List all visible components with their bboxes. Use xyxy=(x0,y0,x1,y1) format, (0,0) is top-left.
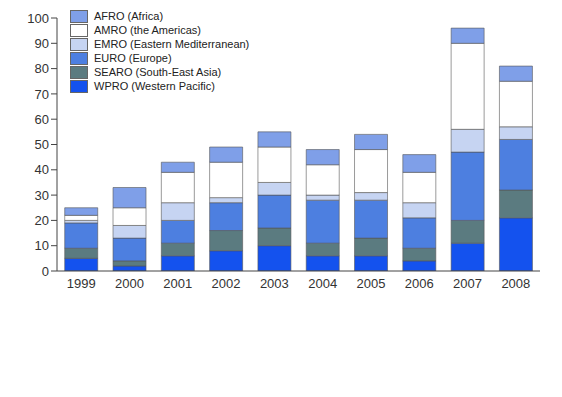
svg-text:0: 0 xyxy=(42,264,49,279)
svg-text:2007: 2007 xyxy=(453,276,482,291)
svg-text:2001: 2001 xyxy=(163,276,192,291)
svg-text:2000: 2000 xyxy=(115,276,144,291)
svg-text:2002: 2002 xyxy=(212,276,241,291)
html-text:AMRO (the Americas): AMRO (the Americas) xyxy=(94,24,201,36)
svg-text:60: 60 xyxy=(35,112,49,127)
svg-text:2006: 2006 xyxy=(405,276,434,291)
html-text:EMRO (Eastern Mediterranean): EMRO (Eastern Mediterranean) xyxy=(94,38,250,50)
svg-text:1999: 1999 xyxy=(67,276,96,291)
html-text:EURO (Europe): EURO (Europe) xyxy=(94,52,172,64)
svg-text:2004: 2004 xyxy=(308,276,337,291)
svg-text:2005: 2005 xyxy=(356,276,385,291)
svg-text:80: 80 xyxy=(35,61,49,76)
svg-text:20: 20 xyxy=(35,213,49,228)
svg-text:2008: 2008 xyxy=(501,276,530,291)
svg-text:90: 90 xyxy=(35,36,49,51)
svg-text:50: 50 xyxy=(35,137,49,152)
svg-text:30: 30 xyxy=(35,188,49,203)
svg-text:100: 100 xyxy=(27,11,49,26)
html-text:WPRO (Western Pacific): WPRO (Western Pacific) xyxy=(94,80,215,92)
svg-text:40: 40 xyxy=(35,162,49,177)
svg-text:10: 10 xyxy=(35,238,49,253)
html-text:SEARO (South-East Asia): SEARO (South-East Asia) xyxy=(94,66,222,78)
html-text:AFRO (Africa): AFRO (Africa) xyxy=(94,10,164,22)
svg-text:70: 70 xyxy=(35,87,49,102)
svg-text:2003: 2003 xyxy=(260,276,289,291)
